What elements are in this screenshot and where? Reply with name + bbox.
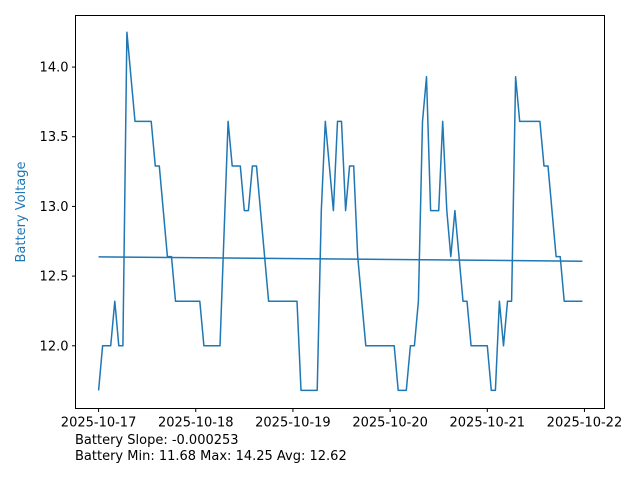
x-tick-label: 2025-10-22 [547, 416, 623, 431]
x-tick-label: 2025-10-17 [61, 416, 137, 431]
y-tick-label: 12.0 [40, 339, 69, 354]
y-tick-label: 13.0 [40, 200, 69, 215]
x-tick-label: 2025-10-21 [450, 416, 526, 431]
y-tick-label: 13.5 [40, 130, 69, 145]
x-tick-label: 2025-10-20 [352, 416, 428, 431]
battery-min-max-avg: Battery Min: 11.68 Max: 14.25 Avg: 12.62 [75, 449, 347, 464]
plot-frame [75, 15, 605, 409]
y-tick-label: 14.0 [40, 61, 69, 76]
stats-text: Battery Slope: -0.000253 Battery Min: 11… [75, 433, 347, 465]
y-axis-label: Battery Voltage [14, 161, 29, 262]
y-tick-label: 12.5 [40, 270, 69, 285]
x-tick-label: 2025-10-19 [255, 416, 331, 431]
battery-voltage-line [97, 31, 583, 392]
battery-slope: Battery Slope: -0.000253 [75, 433, 239, 448]
x-tick-label: 2025-10-18 [158, 416, 234, 431]
battery-trend-line [98, 256, 583, 262]
